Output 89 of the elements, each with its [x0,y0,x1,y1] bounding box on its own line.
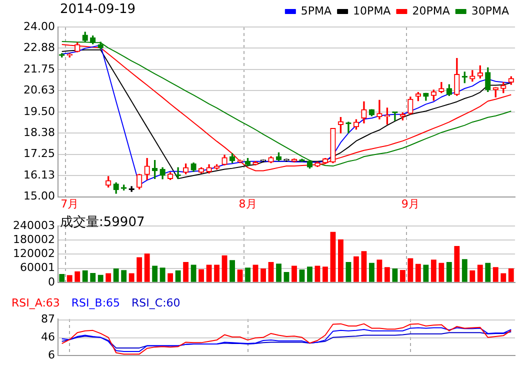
bar [183,262,189,282]
y-tick-label: 46 [41,330,55,344]
bar [66,275,72,282]
bar [128,273,134,282]
bar [222,255,228,282]
y-tick-label: 6 [48,348,55,362]
bar [338,239,344,282]
bar [214,264,220,282]
bar [376,260,382,282]
bar [230,260,235,282]
y-tick-label: 240003 [13,218,55,232]
bar [454,246,460,282]
bar [477,264,483,282]
bar [430,260,436,282]
y-tick-label: 20.63 [24,84,55,97]
bar [500,273,506,282]
bar [446,262,452,282]
bar [276,264,282,282]
bar [113,268,119,282]
y-tick-label: 18.38 [24,126,55,139]
bar [307,266,312,282]
bar [492,267,498,282]
text: RSI_C:60 [132,296,180,310]
y-tick-label: 17.25 [24,147,55,160]
candlestick [376,100,382,120]
bar [152,266,158,282]
bar [470,270,476,282]
bar [314,266,320,282]
legend-label: 30PMA [471,4,510,18]
bar [485,262,491,282]
y-tick-label: 60001 [20,261,55,274]
x-tick-label: 7月 [60,197,79,210]
y-tick-label: 0 [48,275,55,288]
bar [245,268,250,282]
bar [121,270,127,282]
bar [268,262,274,282]
bar [392,268,398,282]
bar [508,268,514,282]
bar [354,256,359,282]
text: RSI_A:63 [12,296,60,310]
text: RSI_B:65 [71,296,120,310]
legend-label: 10PMA [353,4,392,18]
bar [198,269,204,282]
bar [384,267,390,282]
bar [190,264,196,282]
bar [98,274,104,282]
legend-label: 20PMA [412,4,450,18]
x-tick-label: 9月 [401,197,420,210]
bar [74,271,80,282]
bar [136,257,142,282]
y-tick-label: 16.13 [24,168,55,182]
bar [438,262,444,282]
x-tick-label: 8月 [238,197,257,210]
bar [299,269,305,282]
bar [400,270,406,282]
bar [82,270,88,282]
y-tick-label: 15.00 [24,190,55,203]
chart-title: 成交量:59907 [60,214,145,231]
y-tick-label: 24.00 [24,20,55,33]
bar [292,266,297,282]
y-tick-label: 180002 [13,232,55,246]
bar [206,264,212,282]
y-tick-label: 22.88 [24,41,55,54]
bar [160,268,166,282]
bar [346,262,352,282]
y-tick-label: 19.50 [24,104,55,118]
bar [368,262,374,282]
legend-label: 5PMA [300,4,332,18]
bar [90,273,96,282]
bar [415,264,421,282]
bar [330,232,336,282]
bar [423,264,429,282]
y-tick-label: 87 [41,312,55,326]
bar [252,264,258,282]
y-tick-label: 21.75 [24,62,55,76]
bar [144,253,150,282]
bar [260,268,266,282]
bar [175,270,181,282]
y-tick-label: 120002 [13,247,55,260]
bar [237,269,243,282]
chart-title: 2014-09-19 [60,2,136,17]
bar [284,272,290,282]
bar [59,274,65,282]
bar [322,266,328,282]
bar [361,251,367,282]
bar [106,273,112,282]
bar [462,259,468,282]
bar [168,273,174,282]
bar [408,258,414,282]
